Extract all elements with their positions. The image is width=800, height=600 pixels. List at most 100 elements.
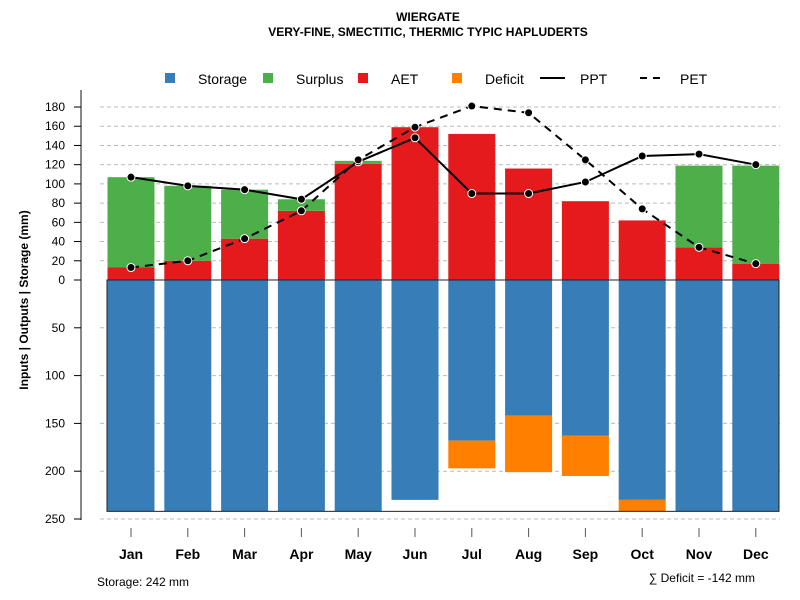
y-tick-label: 100 <box>45 369 65 383</box>
pet-point <box>580 155 590 165</box>
ppt-point <box>694 149 704 159</box>
x-tick-label: Oct <box>631 546 655 562</box>
ppt-point <box>524 189 534 199</box>
deficit-note: ∑ Deficit = -142 mm <box>649 571 755 585</box>
surplus-bar <box>277 199 325 211</box>
pet-point <box>410 122 420 132</box>
legend-label: AET <box>391 71 419 87</box>
aet-bar <box>618 220 666 280</box>
pet-point <box>751 259 761 269</box>
x-tick-label: Apr <box>289 546 314 562</box>
pet-point <box>637 204 647 214</box>
pet-line <box>130 105 757 269</box>
y-tick-label: 120 <box>45 158 65 172</box>
x-tick-label: Feb <box>175 546 200 562</box>
aet-bar <box>505 168 553 280</box>
deficit-bar <box>448 440 496 469</box>
x-tick-label: Nov <box>686 546 713 562</box>
pet-point <box>126 263 136 273</box>
pet-point <box>183 256 193 266</box>
storage-note: Storage: 242 mm <box>97 575 189 589</box>
surplus-bar <box>164 185 212 261</box>
aet-bar <box>561 201 609 280</box>
storage-bar <box>221 280 269 512</box>
y-tick-label: 80 <box>52 196 66 210</box>
surplus-bar <box>675 165 723 248</box>
y-tick-label: 140 <box>45 138 65 152</box>
aet-bar <box>334 163 382 280</box>
storage-bar <box>561 280 609 436</box>
storage-bar <box>107 280 155 512</box>
legend-swatch-aet <box>358 73 368 83</box>
surplus-bar <box>732 165 780 264</box>
ppt-point <box>126 172 136 182</box>
ppt-point <box>240 185 250 195</box>
x-tick-label: Dec <box>743 546 769 562</box>
x-tick-label: May <box>345 546 372 562</box>
legend-swatch-storage <box>165 73 175 83</box>
chart-subtitle: VERY-FINE, SMECTITIC, THERMIC TYPIC HAPL… <box>268 25 588 39</box>
y-tick-label: 180 <box>45 100 65 114</box>
ppt-point <box>467 189 477 199</box>
storage-bar <box>618 280 666 500</box>
surplus-bar <box>221 189 269 239</box>
storage-bar <box>334 280 382 512</box>
aet-bar <box>277 210 325 280</box>
x-tick-label: Sep <box>573 546 599 562</box>
y-axis-label: Inputs | Outputs | Storage (mm) <box>17 210 31 389</box>
pet-point <box>240 234 250 244</box>
y-tick-label: 200 <box>45 464 65 478</box>
ppt-point <box>183 181 193 191</box>
legend-label: PET <box>680 71 708 87</box>
aet-bar <box>732 263 780 280</box>
x-tick-label: Jul <box>462 546 482 562</box>
pet-point <box>353 155 363 165</box>
aet-bar <box>107 267 155 280</box>
deficit-bar <box>561 435 609 476</box>
storage-bar <box>391 280 439 500</box>
chart-title: WIERGATE <box>396 10 460 24</box>
storage-bar <box>675 280 723 512</box>
ppt-point <box>410 133 420 143</box>
aet-bar <box>164 260 212 280</box>
x-tick-label: Jan <box>119 546 143 562</box>
legend-swatch-surplus <box>263 73 273 83</box>
x-tick-label: Mar <box>232 546 257 562</box>
aet-bar <box>448 133 496 280</box>
legend-label: Deficit <box>485 71 524 87</box>
aet-bar <box>391 127 439 281</box>
y-tick-label: 100 <box>45 177 65 191</box>
y-tick-label: 60 <box>52 215 66 229</box>
ppt-point <box>296 194 306 204</box>
ppt-point <box>580 177 590 187</box>
y-tick-label: 50 <box>52 321 66 335</box>
y-tick-label: 150 <box>45 416 65 430</box>
pet-point <box>467 101 477 111</box>
surplus-bar <box>107 177 155 268</box>
y-tick-label: 40 <box>52 235 66 249</box>
pet-point <box>296 206 306 216</box>
x-tick-label: Jun <box>403 546 428 562</box>
x-tick-label: Aug <box>515 546 542 562</box>
storage-bar <box>277 280 325 512</box>
legend-label: Storage <box>198 71 247 87</box>
pet-point <box>694 242 704 252</box>
legend-swatch-deficit <box>452 73 462 83</box>
storage-bar <box>448 280 496 441</box>
y-tick-label: 160 <box>45 119 65 133</box>
storage-capacity-outline <box>106 279 780 512</box>
ppt-line <box>130 136 756 201</box>
legend-label: PPT <box>580 71 608 87</box>
ppt-point <box>751 160 761 170</box>
pet-point <box>524 108 534 118</box>
storage-bar <box>732 280 780 512</box>
y-tick-label: 0 <box>58 273 65 287</box>
deficit-bar <box>505 415 553 473</box>
deficit-bar <box>618 499 666 512</box>
y-tick-label: 250 <box>45 512 65 526</box>
storage-bar <box>164 280 212 512</box>
y-tick-label: 20 <box>52 254 66 268</box>
legend-label: Surplus <box>296 71 343 87</box>
